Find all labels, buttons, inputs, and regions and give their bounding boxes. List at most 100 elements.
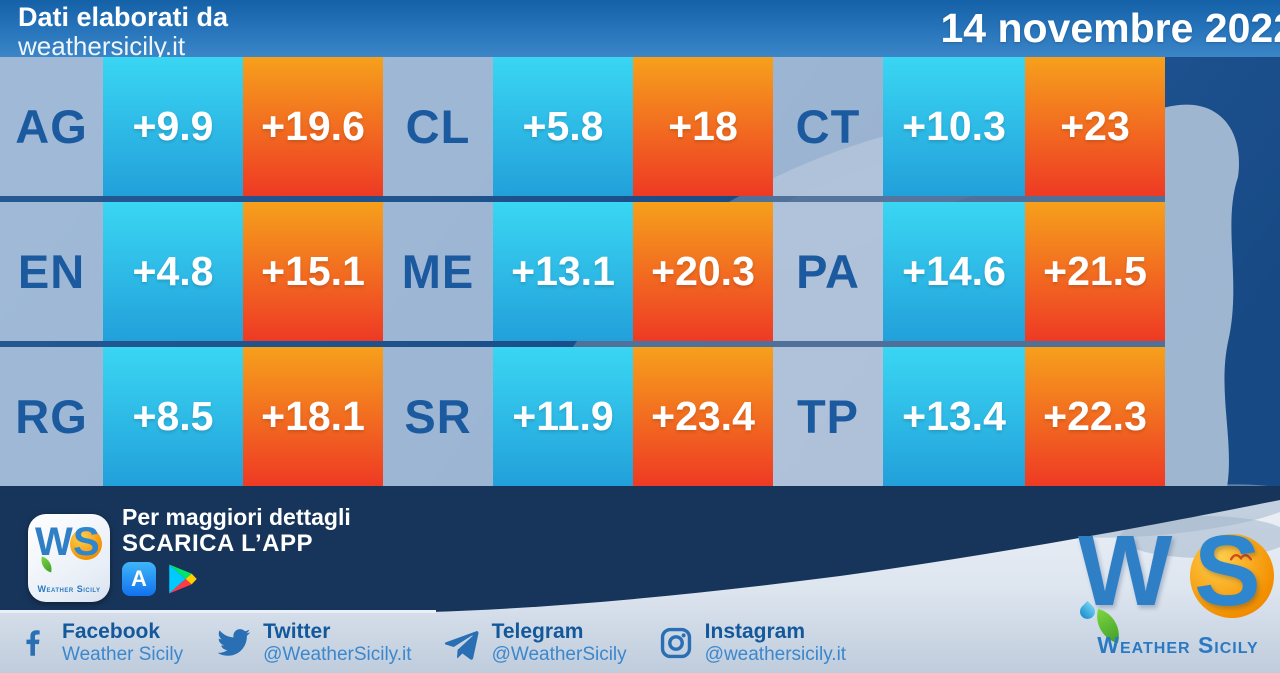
max-temp-cell: +23 [1025, 57, 1165, 196]
navy-swoosh-band [0, 486, 1280, 612]
province-code: ME [401, 245, 475, 298]
ws-logo: W S Weather Sicily [1076, 515, 1278, 668]
max-temp-value: +21.5 [1043, 248, 1147, 294]
google-play-icon[interactable] [165, 562, 199, 596]
social-handle: @WeatherSicily.it [263, 643, 412, 665]
province-cell: CT [773, 57, 883, 196]
min-temp-value: +8.5 [132, 393, 214, 439]
province-cell: TP [773, 347, 883, 486]
min-temp-value: +9.9 [132, 103, 214, 149]
social-network-name: Telegram [491, 620, 584, 644]
table-row: AG +9.9 +19.6 CL +5.8 +18 CT +10.3 +23 [0, 57, 1165, 196]
min-temp-cell: +10.3 [883, 57, 1025, 196]
province-code: CT [795, 100, 861, 153]
province-cell: SR [383, 347, 493, 486]
social-handle: @WeatherSicily [491, 643, 627, 665]
social-network-name: Twitter [263, 620, 331, 644]
province-code: CL [405, 100, 471, 153]
max-temp-cell: +15.1 [243, 202, 383, 341]
max-temp-value: +22.3 [1043, 393, 1147, 439]
province-code: EN [17, 245, 86, 298]
sun-icon [70, 528, 102, 560]
max-temp-cell: +19.6 [243, 57, 383, 196]
table-row: EN +4.8 +15.1 ME +13.1 +20.3 PA +14.6 +2… [0, 202, 1165, 341]
social-item-instagram[interactable]: Instagram @weathersicily.it [659, 620, 846, 665]
max-temp-value: +15.1 [261, 248, 365, 294]
min-temp-value: +5.8 [522, 103, 604, 149]
social-handle: Weather Sicily [62, 643, 184, 665]
credit-line-bold: Dati elaborati da [18, 2, 229, 32]
province-code: PA [796, 245, 860, 298]
social-network-name: Instagram [704, 620, 806, 644]
province-code: RG [15, 390, 88, 443]
max-temp-value: +18.1 [261, 393, 365, 439]
telegram-icon [444, 630, 479, 660]
promo-line-2: SCARICA L’APP [122, 530, 313, 557]
min-temp-value: +13.1 [511, 248, 615, 294]
max-temp-cell: +18 [633, 57, 773, 196]
province-code: SR [404, 390, 472, 443]
row-divider [0, 196, 1165, 202]
app-store-icon[interactable]: A [122, 562, 156, 596]
date-label: 14 novembre 2022 [940, 5, 1280, 51]
social-text: Telegram @WeatherSicily [492, 620, 627, 665]
social-item-telegram[interactable]: Telegram @WeatherSicily [444, 620, 627, 665]
min-temp-cell: +8.5 [103, 347, 243, 486]
ws-logo-letter-s: S [73, 520, 100, 564]
credit: Dati elaborati da weathersicily.it [18, 2, 229, 60]
min-temp-cell: +13.1 [493, 202, 633, 341]
social-network-name: Facebook [62, 620, 161, 644]
province-cell: AG [0, 57, 103, 196]
social-item-twitter[interactable]: Twitter @WeatherSicily.it [215, 620, 412, 665]
max-temp-value: +19.6 [261, 103, 365, 149]
province-cell: EN [0, 202, 103, 341]
min-temp-value: +4.8 [132, 248, 214, 294]
ws-logo-letter-s: S [1194, 515, 1261, 627]
row-divider [0, 341, 1165, 347]
min-temp-value: +11.9 [512, 393, 614, 439]
social-text: Twitter @WeatherSicily.it [263, 620, 411, 665]
province-cell: ME [383, 202, 493, 341]
province-cell: RG [0, 347, 103, 486]
ws-app-icon-caption: Weather Sicily [37, 584, 101, 594]
social-handle: @weathersicily.it [704, 643, 847, 665]
province-cell: CL [383, 57, 493, 196]
app-store-letter: A [131, 566, 147, 591]
max-temp-cell: +21.5 [1025, 202, 1165, 341]
twitter-icon [217, 628, 251, 656]
max-temp-value: +23 [1060, 103, 1130, 149]
header-band: Dati elaborati da weathersicily.it 14 no… [0, 0, 1280, 60]
min-temp-value: +13.4 [902, 393, 1006, 439]
social-text: Instagram @weathersicily.it [705, 620, 846, 665]
social-bar-divider [0, 610, 436, 613]
province-code: TP [796, 390, 860, 443]
social-text: Facebook Weather Sicily [62, 620, 183, 665]
max-temp-value: +18 [668, 103, 738, 149]
min-temp-cell: +5.8 [493, 57, 633, 196]
ws-app-icon: W S Weather Sicily [28, 514, 110, 602]
instagram-icon [660, 627, 691, 658]
store-badges: A [122, 562, 199, 596]
facebook-icon [26, 629, 40, 656]
min-temp-cell: +13.4 [883, 347, 1025, 486]
ws-logo-caption: Weather Sicily [1097, 632, 1259, 658]
province-cell: PA [773, 202, 883, 341]
social-bar: Facebook Weather Sicily Twitter @Weather… [0, 612, 1096, 673]
footer-area: W S Weather Sicily Per maggiori dettagli… [0, 474, 1280, 673]
social-item-facebook[interactable]: Facebook Weather Sicily [16, 620, 183, 665]
max-temp-cell: +20.3 [633, 202, 773, 341]
min-temp-cell: +9.9 [103, 57, 243, 196]
max-temp-cell: +18.1 [243, 347, 383, 486]
min-temp-cell: +4.8 [103, 202, 243, 341]
table-row: RG +8.5 +18.1 SR +11.9 +23.4 TP +13.4 +2… [0, 347, 1165, 486]
min-temp-value: +14.6 [902, 248, 1006, 294]
province-code: AG [15, 100, 88, 153]
sun-icon [1190, 534, 1274, 618]
min-temp-cell: +11.9 [493, 347, 633, 486]
min-temp-cell: +14.6 [883, 202, 1025, 341]
min-temp-value: +10.3 [902, 103, 1006, 149]
promo-line-1: Per maggiori dettagli [122, 504, 351, 530]
max-temp-cell: +23.4 [633, 347, 773, 486]
max-temp-cell: +22.3 [1025, 347, 1165, 486]
